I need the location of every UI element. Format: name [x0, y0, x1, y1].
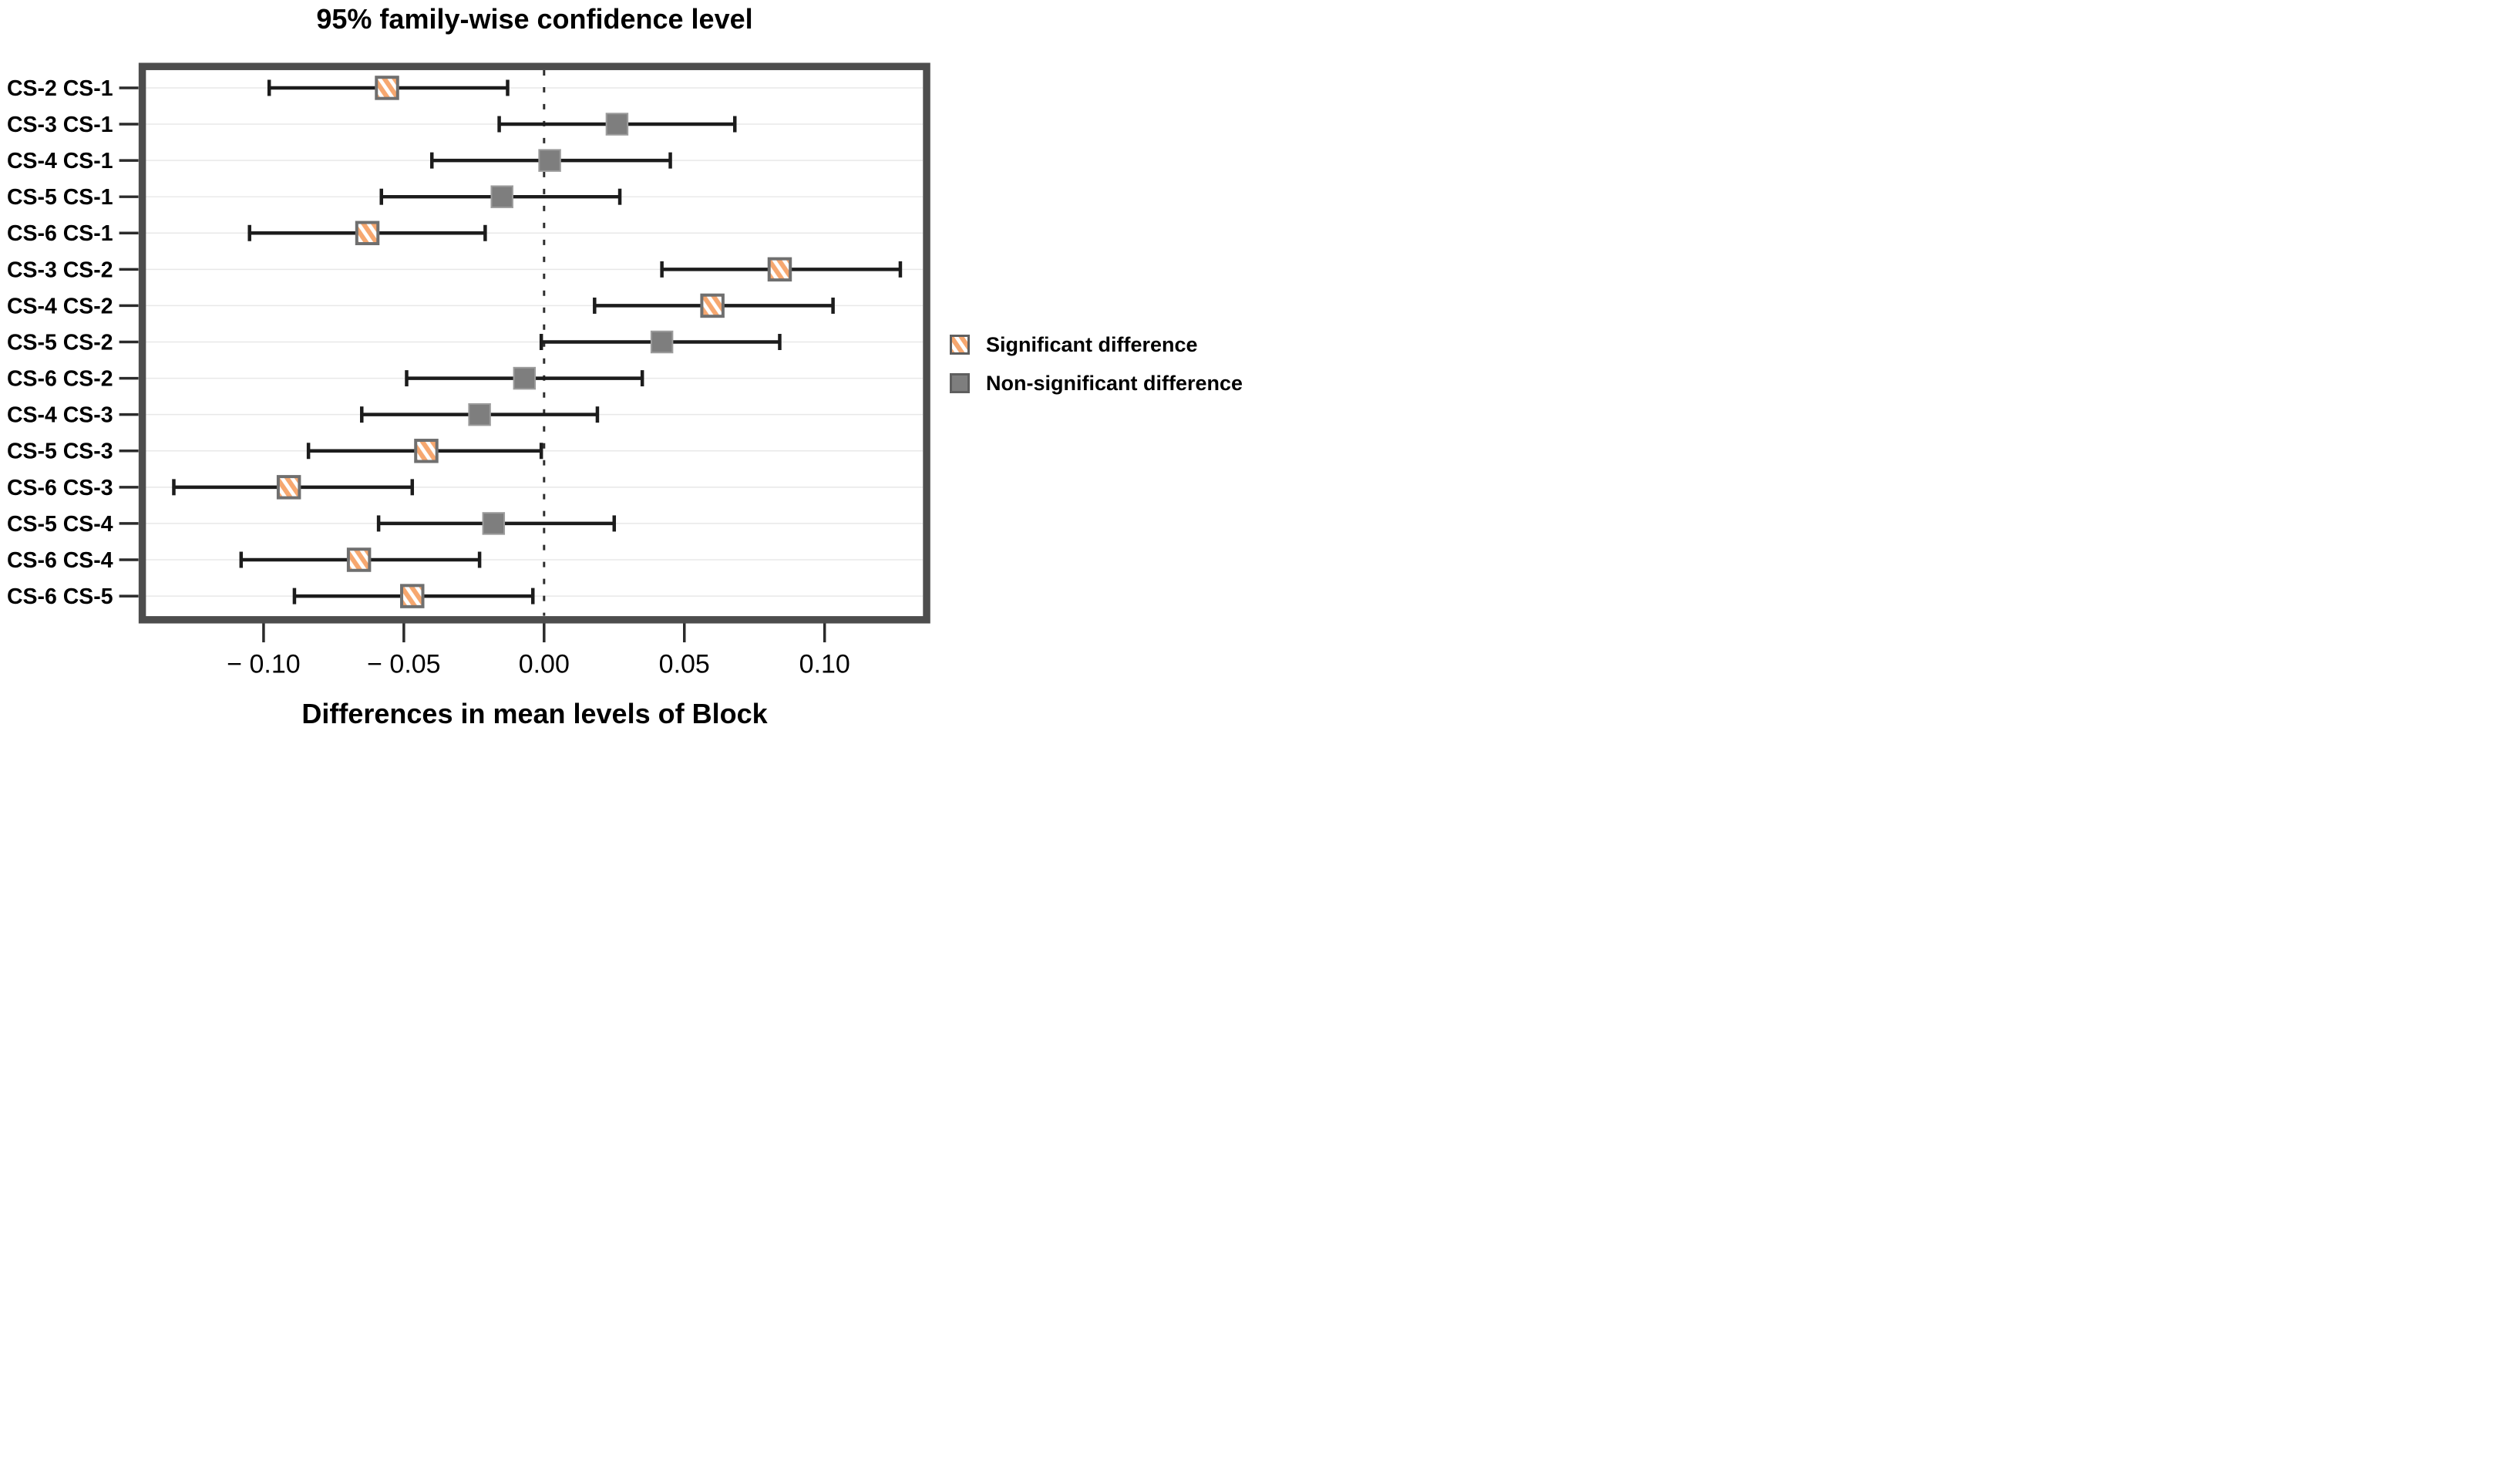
- y-axis-label: CS-5 CS-3: [7, 439, 113, 464]
- y-axis-label: CS-2 CS-1: [7, 76, 113, 101]
- ci-row: [593, 293, 835, 318]
- chart-title: 95% family-wise confidence level: [316, 3, 753, 35]
- y-axis-label: CS-6 CS-4: [7, 548, 113, 573]
- significant-hatched-swatch-icon: [950, 335, 970, 355]
- forest-plot-canvas: 95% family-wise confidence level CS-2 CS…: [0, 0, 1260, 737]
- marker-significant-hatch: [769, 258, 791, 281]
- y-axis-label: CS-6 CS-5: [7, 584, 113, 609]
- marker-non-significant: [650, 330, 674, 354]
- marker-non-significant: [513, 366, 537, 390]
- x-tick-label: 0.00: [519, 650, 570, 679]
- ci-row: [405, 366, 644, 390]
- ci-row: [539, 330, 782, 354]
- legend: Significant difference Non-significant d…: [950, 325, 1243, 402]
- marker-non-significant: [605, 113, 629, 136]
- marker-significant: [767, 257, 792, 282]
- marker-significant-hatch: [356, 222, 379, 244]
- marker-significant: [375, 76, 399, 100]
- y-axis-label: CS-3 CS-2: [7, 258, 113, 282]
- marker-significant-hatch: [402, 585, 423, 607]
- legend-item-non-significant: Non-significant difference: [950, 364, 1243, 402]
- ci-row: [497, 113, 737, 136]
- marker-significant-hatch: [416, 440, 437, 462]
- marker-non-significant: [538, 149, 561, 172]
- y-axis-label: CS-5 CS-1: [7, 185, 113, 210]
- legend-label-significant: Significant difference: [986, 332, 1198, 356]
- ci-row: [239, 547, 482, 572]
- ci-row: [306, 439, 543, 463]
- ci-row: [247, 221, 487, 246]
- marker-significant: [346, 547, 372, 572]
- ci-row: [660, 257, 903, 282]
- y-axis-label: CS-4 CS-1: [7, 149, 113, 173]
- x-tick-label: − 0.10: [227, 650, 300, 679]
- x-tick-label: − 0.05: [367, 650, 440, 679]
- y-axis-label: CS-6 CS-1: [7, 221, 113, 246]
- marker-significant-hatch: [348, 549, 370, 571]
- x-axis-title: Differences in mean levels of Block: [301, 698, 768, 729]
- ci-row: [360, 402, 600, 426]
- x-tick-label: 0.05: [659, 650, 710, 679]
- ci-row: [267, 76, 510, 100]
- y-axis-label: CS-5 CS-2: [7, 331, 113, 355]
- marker-significant-hatch: [278, 477, 300, 498]
- non-significant-gray-swatch-icon: [950, 373, 970, 393]
- marker-significant: [355, 221, 380, 246]
- x-tick-label: 0.10: [799, 650, 850, 679]
- ci-row: [429, 149, 672, 172]
- y-axis-label: CS-4 CS-3: [7, 403, 113, 428]
- plot-frame: [138, 62, 930, 624]
- marker-significant: [400, 584, 425, 608]
- ci-row: [379, 185, 622, 208]
- marker-significant-hatch: [701, 295, 723, 317]
- y-axis-label: CS-4 CS-2: [7, 294, 113, 318]
- marker-non-significant: [468, 402, 491, 426]
- marker-significant: [700, 293, 725, 318]
- marker-significant-hatch: [376, 77, 398, 99]
- marker-non-significant: [482, 512, 506, 535]
- y-axis-label: CS-5 CS-4: [7, 512, 113, 537]
- ci-row: [376, 512, 617, 535]
- y-axis-label: CS-3 CS-1: [7, 113, 113, 137]
- marker-non-significant: [490, 185, 513, 208]
- legend-label-non-significant: Non-significant difference: [986, 371, 1243, 395]
- y-axis-label: CS-6 CS-2: [7, 367, 113, 392]
- y-axis-label: CS-6 CS-3: [7, 476, 113, 500]
- ci-row: [292, 584, 535, 608]
- plot-area: CS-2 CS-1 CS-3 CS-1 CS-4 CS-1 CS-5 CS-1 CS-6…: [7, 62, 930, 679]
- legend-item-significant: Significant difference: [950, 325, 1243, 364]
- marker-significant: [276, 475, 301, 500]
- ci-row: [172, 475, 415, 500]
- marker-significant: [414, 439, 439, 463]
